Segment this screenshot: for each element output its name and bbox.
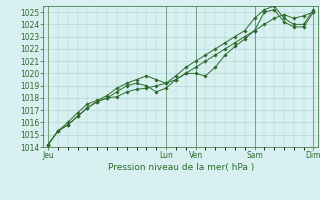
X-axis label: Pression niveau de la mer( hPa ): Pression niveau de la mer( hPa ) <box>108 163 254 172</box>
